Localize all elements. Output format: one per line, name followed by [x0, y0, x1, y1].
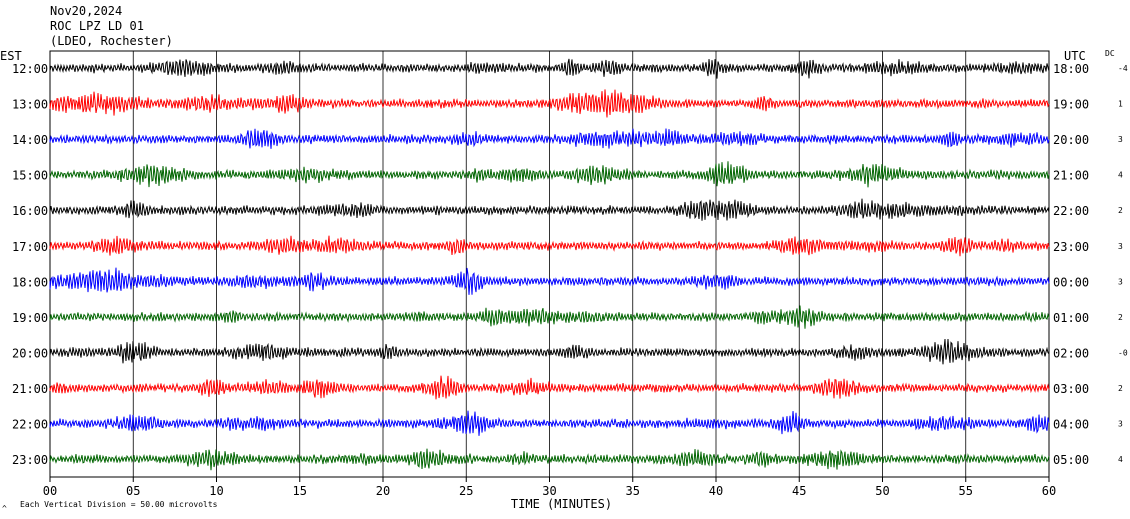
x-tick-label-35: 35	[626, 484, 640, 498]
trace-1900	[49, 305, 1050, 329]
x-tick-label-45: 45	[792, 484, 806, 498]
x-tick-label-55: 55	[959, 484, 973, 498]
header-date: Nov20,2024	[50, 4, 123, 18]
x-tick-label-00: 00	[43, 484, 57, 498]
utc-label-2300: 23:00	[1053, 240, 1089, 254]
x-tick-label-10: 10	[209, 484, 223, 498]
dc-value-6: 3	[1118, 277, 1123, 286]
est-label-1500: 15:00	[12, 169, 48, 183]
est-label-1200: 12:00	[12, 62, 48, 76]
utc-label-2100: 21:00	[1053, 169, 1089, 183]
est-label-1600: 16:00	[12, 204, 48, 218]
utc-label-0300: 03:00	[1053, 382, 1089, 396]
dc-value-11: 4	[1118, 455, 1123, 464]
dc-value-1: 1	[1118, 100, 1123, 109]
dc-axis-title: DC	[1105, 49, 1115, 58]
labels: 00 05 10 15 20 25 30 35 40 45 50 55 60 EST UTC DC TIME (…	[0, 49, 1128, 513]
header-network: (LDEO, Rochester)	[50, 34, 173, 48]
utc-label-0100: 01:00	[1053, 311, 1089, 325]
dc-value-7: 2	[1118, 313, 1123, 322]
trace-1500	[49, 161, 1050, 188]
trace-1700	[49, 235, 1050, 257]
est-label-1800: 18:00	[12, 275, 48, 289]
est-label-1300: 13:00	[12, 98, 48, 112]
dc-value-2: 3	[1118, 135, 1123, 144]
x-axis-title: TIME (MINUTES)	[511, 497, 612, 511]
utc-label-0400: 04:00	[1053, 418, 1089, 432]
est-label-1900: 19:00	[12, 311, 48, 325]
utc-label-2000: 20:00	[1053, 133, 1089, 147]
x-tick-label-60: 60	[1042, 484, 1056, 498]
trace-2000	[49, 338, 1050, 365]
est-label-1700: 17:00	[12, 240, 48, 254]
dc-value-8: -0	[1118, 348, 1128, 357]
grid	[49, 50, 1050, 482]
x-tick-label-15: 15	[293, 484, 307, 498]
trace-1600	[49, 198, 1050, 221]
traces	[49, 58, 1050, 471]
est-axis-title: EST	[0, 49, 22, 63]
dc-value-0: -4	[1118, 64, 1128, 73]
dc-value-4: 2	[1118, 206, 1123, 215]
trace-1800	[49, 267, 1050, 295]
footer-mark: ^	[2, 504, 7, 513]
utc-label-0500: 05:00	[1053, 453, 1089, 467]
trace-1400	[49, 128, 1050, 149]
dc-value-3: 4	[1118, 171, 1123, 180]
utc-label-0200: 02:00	[1053, 346, 1089, 360]
est-label-2100: 21:00	[12, 382, 48, 396]
vertical-division-note: Each Vertical Division = 50.00 microvolt…	[20, 500, 218, 509]
utc-label-2200: 22:00	[1053, 204, 1089, 218]
trace-2300	[49, 448, 1050, 471]
utc-label-1800: 18:00	[1053, 62, 1089, 76]
x-tick-label-50: 50	[875, 484, 889, 498]
est-label-2200: 22:00	[12, 418, 48, 432]
dc-value-10: 3	[1118, 420, 1123, 429]
dc-value-5: 3	[1118, 242, 1123, 251]
trace-1200	[49, 58, 1050, 79]
est-label-1400: 14:00	[12, 133, 48, 147]
dc-value-9: 2	[1118, 384, 1123, 393]
x-tick-label-05: 05	[126, 484, 140, 498]
trace-1300	[49, 89, 1050, 118]
utc-label-0000: 00:00	[1053, 275, 1089, 289]
x-tick-label-40: 40	[709, 484, 723, 498]
utc-label-1900: 19:00	[1053, 98, 1089, 112]
x-tick-label-20: 20	[376, 484, 390, 498]
trace-2200	[49, 410, 1050, 436]
est-label-2000: 20:00	[12, 346, 48, 360]
header-station: ROC LPZ LD 01	[50, 19, 144, 33]
est-label-2300: 23:00	[12, 453, 48, 467]
x-tick-label-30: 30	[542, 484, 556, 498]
x-tick-label-25: 25	[459, 484, 473, 498]
trace-2100	[49, 375, 1050, 400]
utc-axis-title: UTC	[1064, 49, 1086, 63]
